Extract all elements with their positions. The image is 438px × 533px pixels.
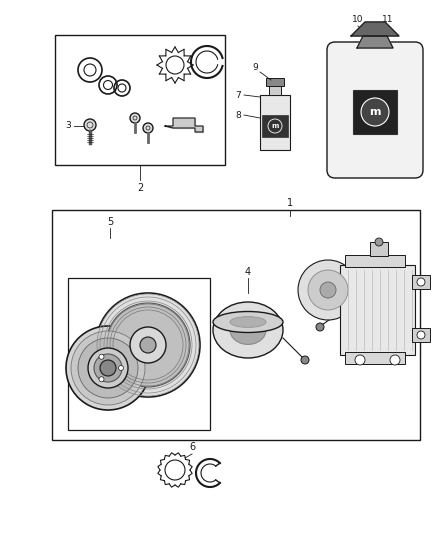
Bar [52, 210, 420, 440]
FancyBboxPatch shape [327, 42, 423, 178]
Text: 9: 9 [252, 63, 258, 72]
Circle shape [71, 331, 145, 405]
Bar [269, 85, 281, 95]
Bar [68, 278, 210, 430]
Text: m: m [369, 107, 381, 117]
Circle shape [106, 303, 190, 387]
Bar [412, 328, 430, 342]
Ellipse shape [230, 317, 266, 327]
Circle shape [100, 360, 116, 376]
Circle shape [88, 348, 128, 388]
Circle shape [390, 355, 400, 365]
Text: m: m [271, 123, 279, 129]
Circle shape [417, 278, 425, 286]
Circle shape [301, 356, 309, 364]
Circle shape [361, 98, 389, 126]
Circle shape [140, 337, 156, 353]
Text: 4: 4 [245, 267, 251, 277]
Bar [262, 115, 288, 137]
Circle shape [320, 282, 336, 298]
Polygon shape [165, 118, 203, 132]
Circle shape [99, 377, 104, 382]
Ellipse shape [213, 302, 283, 358]
Text: 11: 11 [382, 15, 394, 25]
Bar [345, 255, 405, 267]
Circle shape [375, 238, 383, 246]
Text: 3: 3 [65, 122, 71, 131]
Circle shape [94, 354, 122, 382]
Text: 7: 7 [235, 91, 241, 100]
Bar [412, 275, 430, 289]
Circle shape [355, 355, 365, 365]
Circle shape [78, 338, 138, 398]
Circle shape [96, 293, 200, 397]
Text: 5: 5 [107, 217, 113, 227]
Bar [370, 242, 388, 256]
Circle shape [119, 366, 124, 370]
Text: 8: 8 [235, 110, 241, 119]
Ellipse shape [213, 311, 283, 333]
Polygon shape [351, 22, 399, 36]
Circle shape [66, 326, 150, 410]
Ellipse shape [230, 316, 266, 344]
Circle shape [308, 270, 348, 310]
Polygon shape [357, 36, 393, 48]
Circle shape [130, 113, 140, 123]
Bar [345, 352, 405, 364]
Text: 1: 1 [287, 198, 293, 208]
Text: 6: 6 [189, 442, 195, 452]
Bar [266, 78, 284, 86]
Bar [55, 35, 225, 165]
Circle shape [316, 323, 324, 331]
Circle shape [84, 119, 96, 131]
Circle shape [130, 327, 166, 363]
Circle shape [143, 123, 153, 133]
Text: 10: 10 [352, 15, 364, 25]
Circle shape [298, 260, 358, 320]
Bar [340, 265, 415, 355]
Text: 2: 2 [137, 183, 143, 193]
Circle shape [99, 354, 104, 359]
Bar [353, 90, 397, 134]
Bar [260, 95, 290, 150]
Circle shape [417, 331, 425, 339]
